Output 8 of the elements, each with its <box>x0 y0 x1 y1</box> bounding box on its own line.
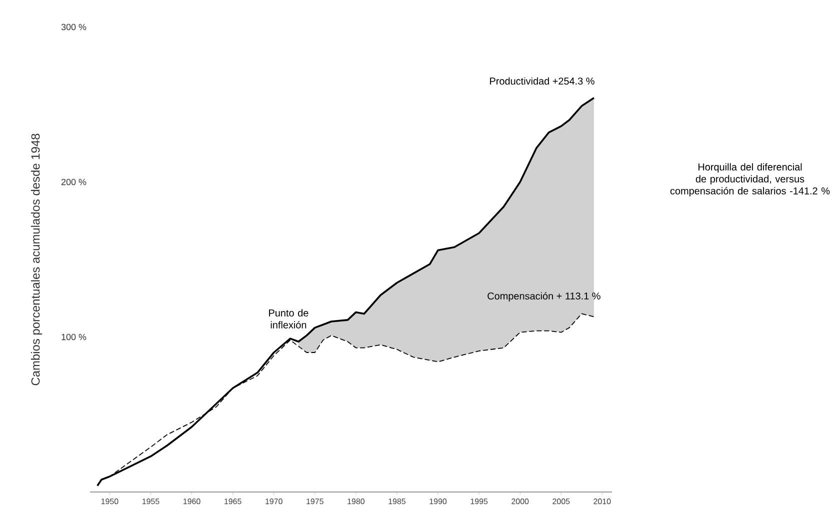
series-label: Compensación + 113.1 % <box>488 292 600 302</box>
annotation: Punto de inflexión <box>269 309 308 328</box>
text: Horquilla del diferencial de productividad, versus compensación de salarios -141.2 % <box>670 163 830 196</box>
y-tick-label: 300 % <box>61 24 86 30</box>
series-label: Productividad +254.3 % <box>490 77 594 85</box>
y-axis-title: Cambios porcentuales acumulados desde 1948 <box>30 134 42 386</box>
y-tick-label: 200 % <box>62 178 86 186</box>
y-tick-label: 100 % <box>62 334 86 340</box>
